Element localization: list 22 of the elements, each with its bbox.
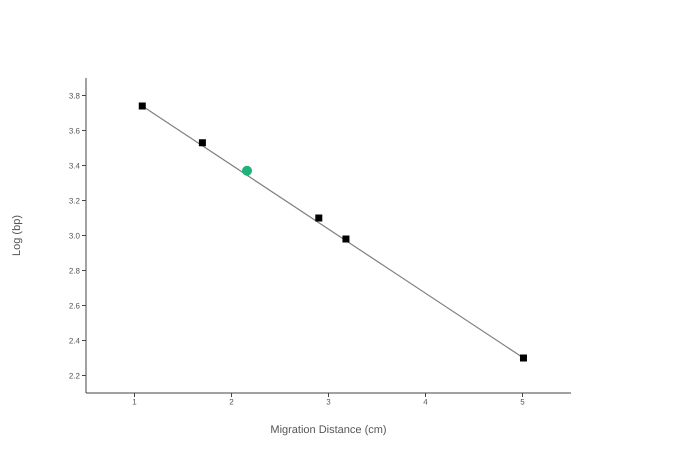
y-tick-label: 2.6	[68, 301, 81, 310]
point	[242, 166, 252, 176]
point	[198, 139, 206, 146]
y-tick-label: 3.2	[68, 196, 81, 206]
y-tick-label: 2.2	[68, 371, 81, 380]
y-tick-label: 2.4	[68, 336, 81, 346]
y-axis-title: Log (bp)	[10, 215, 23, 256]
y-tick-label: 3.8	[68, 91, 81, 100]
x-tick-label: 3	[326, 398, 332, 407]
point	[520, 354, 527, 362]
point	[342, 236, 350, 242]
y-tick-label: 3.4	[68, 161, 81, 170]
x-tick-label: 5	[520, 398, 526, 407]
x-tick-label: 2	[229, 398, 234, 407]
y-tick-label: 3.6	[68, 126, 81, 136]
y-tick-label: 3.0	[68, 231, 81, 240]
point	[315, 214, 322, 222]
point	[138, 102, 146, 110]
x-tick-label: 4	[423, 398, 428, 407]
y-tick-label: 2.8	[68, 266, 81, 276]
x-axis-title: Migration Distance (cm)	[270, 424, 387, 436]
x-tick-label: 1	[132, 398, 138, 407]
